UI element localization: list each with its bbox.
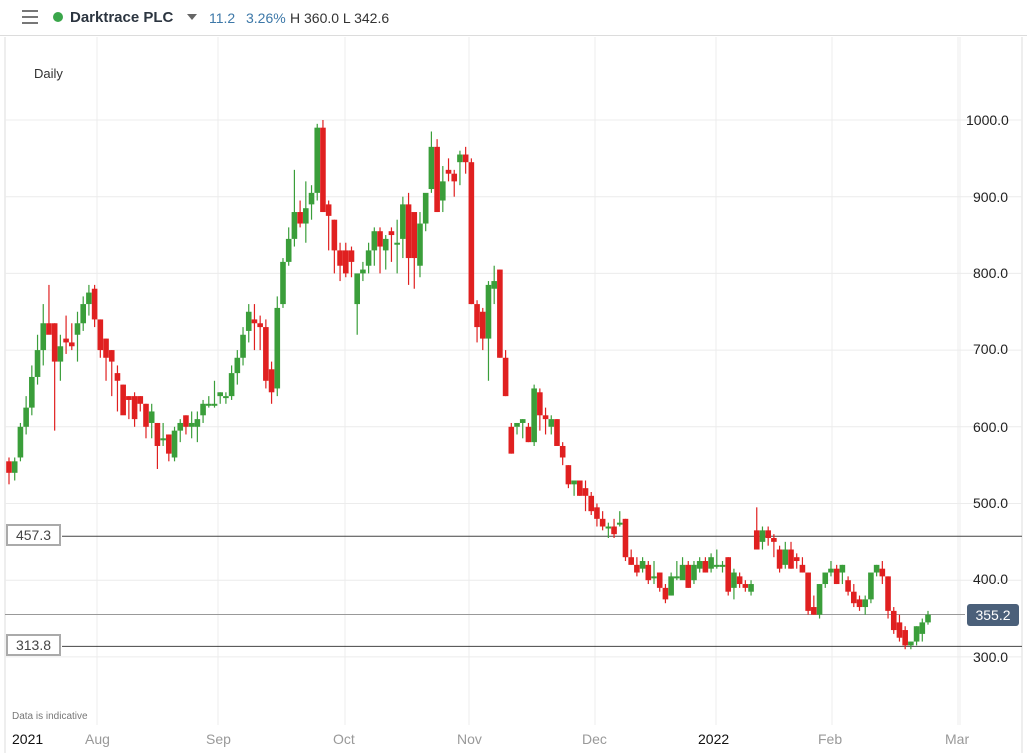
x-tick-feb: Feb	[818, 731, 843, 747]
price-change: 11.2	[209, 10, 236, 26]
level-marker-upper[interactable]: 457.3	[6, 524, 61, 546]
y-tick-300: 300.0	[973, 649, 1009, 665]
x-tick-oct: Oct	[333, 731, 355, 747]
x-tick-aug: Aug	[85, 731, 110, 747]
x-tick-sep: Sep	[206, 731, 231, 747]
x-tick-2021: 2021	[12, 731, 44, 747]
y-tick-600: 600.0	[973, 419, 1009, 435]
data-disclaimer: Data is indicative	[12, 711, 88, 722]
chart-period-label: Daily	[34, 66, 63, 81]
y-tick-400: 400.0	[973, 571, 1009, 587]
x-tick-2022: 2022	[698, 731, 730, 747]
y-tick-800: 800.0	[973, 265, 1009, 281]
current-price-tag: 355.2	[967, 604, 1019, 626]
market-open-status-icon	[53, 12, 63, 22]
y-tick-1000: 1000.0	[966, 112, 1009, 128]
instrument-header: Darktrace PLC 11.2 3.26% H 360.0 L 342.6	[0, 0, 1027, 36]
level-marker-lower[interactable]: 313.8	[6, 634, 61, 656]
y-tick-900: 900.0	[973, 189, 1009, 205]
x-tick-dec: Dec	[582, 731, 607, 747]
price-change-percent: 3.26%	[246, 10, 286, 26]
hamburger-menu-icon[interactable]	[22, 10, 38, 24]
x-tick-mar: Mar	[945, 731, 970, 747]
chevron-down-icon[interactable]	[187, 14, 197, 20]
x-tick-nov: Nov	[457, 731, 482, 747]
y-tick-500: 500.0	[973, 495, 1009, 511]
high-low-values: H 360.0 L 342.6	[290, 10, 390, 26]
y-tick-700: 700.0	[973, 341, 1009, 357]
instrument-name[interactable]: Darktrace PLC	[70, 9, 174, 26]
